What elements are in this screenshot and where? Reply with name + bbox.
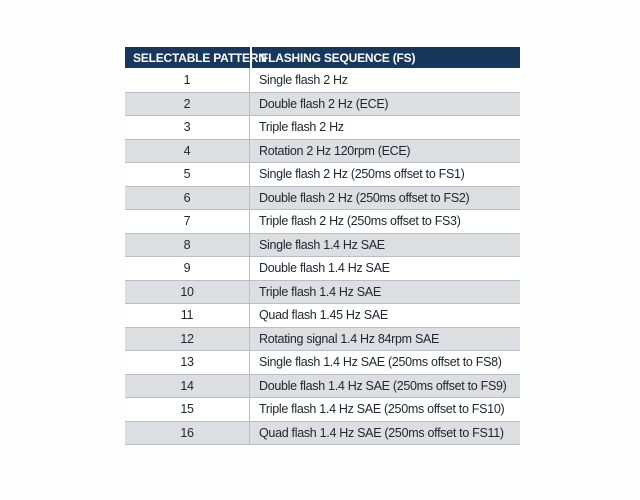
table-body: 1 Single flash 2 Hz 2 Double flash 2 Hz … [125, 68, 520, 445]
pattern-number-cell: 1 [125, 68, 250, 92]
table-row: 2 Double flash 2 Hz (ECE) [125, 91, 520, 115]
table-row: 15 Triple flash 1.4 Hz SAE (250ms offset… [125, 397, 520, 421]
flashing-sequence-cell: Triple flash 1.4 Hz SAE (250ms offset to… [259, 402, 505, 417]
pattern-number-cell: 11 [125, 304, 250, 327]
pattern-number-cell: 12 [125, 327, 250, 350]
table-row: 6 Double flash 2 Hz (250ms offset to FS2… [125, 185, 520, 209]
flashing-sequence-cell: Rotation 2 Hz 120rpm (ECE) [259, 143, 411, 158]
pattern-number-cell: 2 [125, 92, 250, 115]
pattern-number-cell: 9 [125, 257, 250, 280]
flashing-sequence-cell: Quad flash 1.4 Hz SAE (250ms offset to F… [259, 425, 504, 440]
table-row: 4 Rotation 2 Hz 120rpm (ECE) [125, 138, 520, 162]
flashing-sequence-cell: Triple flash 1.4 Hz SAE [259, 284, 381, 299]
flashing-sequence-cell: Single flash 1.4 Hz SAE [259, 237, 385, 252]
table-row: 3 Triple flash 2 Hz [125, 115, 520, 139]
flashing-sequence-cell: Double flash 2 Hz (ECE) [259, 96, 389, 111]
flashing-sequence-cell: Double flash 2 Hz (250ms offset to FS2) [259, 190, 470, 205]
table-row: 1 Single flash 2 Hz [125, 68, 520, 92]
pattern-number-cell: 4 [125, 139, 250, 162]
column-header-selectable-pattern: SELECTABLE PATTERN [133, 50, 267, 65]
table-row: 13 Single flash 1.4 Hz SAE (250ms offset… [125, 350, 520, 374]
flashing-sequence-cell: Triple flash 2 Hz (250ms offset to FS3) [259, 214, 461, 229]
flashing-sequence-cell: Rotating signal 1.4 Hz 84rpm SAE [259, 331, 440, 346]
table-row: 16 Quad flash 1.4 Hz SAE (250ms offset t… [125, 420, 520, 444]
table-row: 5 Single flash 2 Hz (250ms offset to FS1… [125, 162, 520, 186]
flash-pattern-table: SELECTABLE PATTERN FLASHING SEQUENCE (FS… [125, 47, 520, 445]
table-row: 9 Double flash 1.4 Hz SAE [125, 256, 520, 280]
table-row: 11 Quad flash 1.45 Hz SAE [125, 303, 520, 327]
table-header-row: SELECTABLE PATTERN FLASHING SEQUENCE (FS… [125, 47, 520, 68]
table-row: 7 Triple flash 2 Hz (250ms offset to FS3… [125, 209, 520, 233]
pattern-number-cell: 8 [125, 233, 250, 256]
table-row: 10 Triple flash 1.4 Hz SAE [125, 279, 520, 303]
pattern-number-cell: 10 [125, 280, 250, 303]
pattern-number-cell: 5 [125, 163, 250, 186]
flashing-sequence-cell: Triple flash 2 Hz [259, 120, 344, 135]
flashing-sequence-cell: Single flash 2 Hz (250ms offset to FS1) [259, 167, 465, 182]
flashing-sequence-cell: Single flash 2 Hz [259, 72, 348, 87]
pattern-number-cell: 6 [125, 186, 250, 209]
table-row: 8 Single flash 1.4 Hz SAE [125, 232, 520, 256]
column-header-flashing-sequence: FLASHING SEQUENCE (FS) [250, 47, 520, 68]
flashing-sequence-cell: Quad flash 1.45 Hz SAE [259, 308, 388, 323]
flashing-sequence-cell: Double flash 1.4 Hz SAE [259, 261, 390, 276]
flashing-sequence-cell: Double flash 1.4 Hz SAE (250ms offset to… [259, 378, 507, 393]
table-row: 12 Rotating signal 1.4 Hz 84rpm SAE [125, 326, 520, 350]
flashing-sequence-cell: Single flash 1.4 Hz SAE (250ms offset to… [259, 355, 502, 370]
pattern-number-cell: 7 [125, 210, 250, 233]
pattern-number-cell: 14 [125, 374, 250, 397]
table-row: 14 Double flash 1.4 Hz SAE (250ms offset… [125, 373, 520, 397]
pattern-number-cell: 16 [125, 421, 250, 444]
pattern-number-cell: 13 [125, 351, 250, 374]
pattern-number-cell: 3 [125, 116, 250, 139]
pattern-number-cell: 15 [125, 398, 250, 421]
